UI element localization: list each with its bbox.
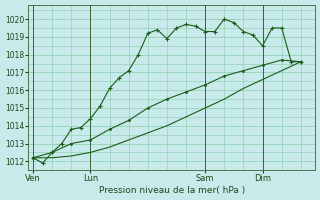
X-axis label: Pression niveau de la mer( hPa ): Pression niveau de la mer( hPa ) [99,186,245,195]
